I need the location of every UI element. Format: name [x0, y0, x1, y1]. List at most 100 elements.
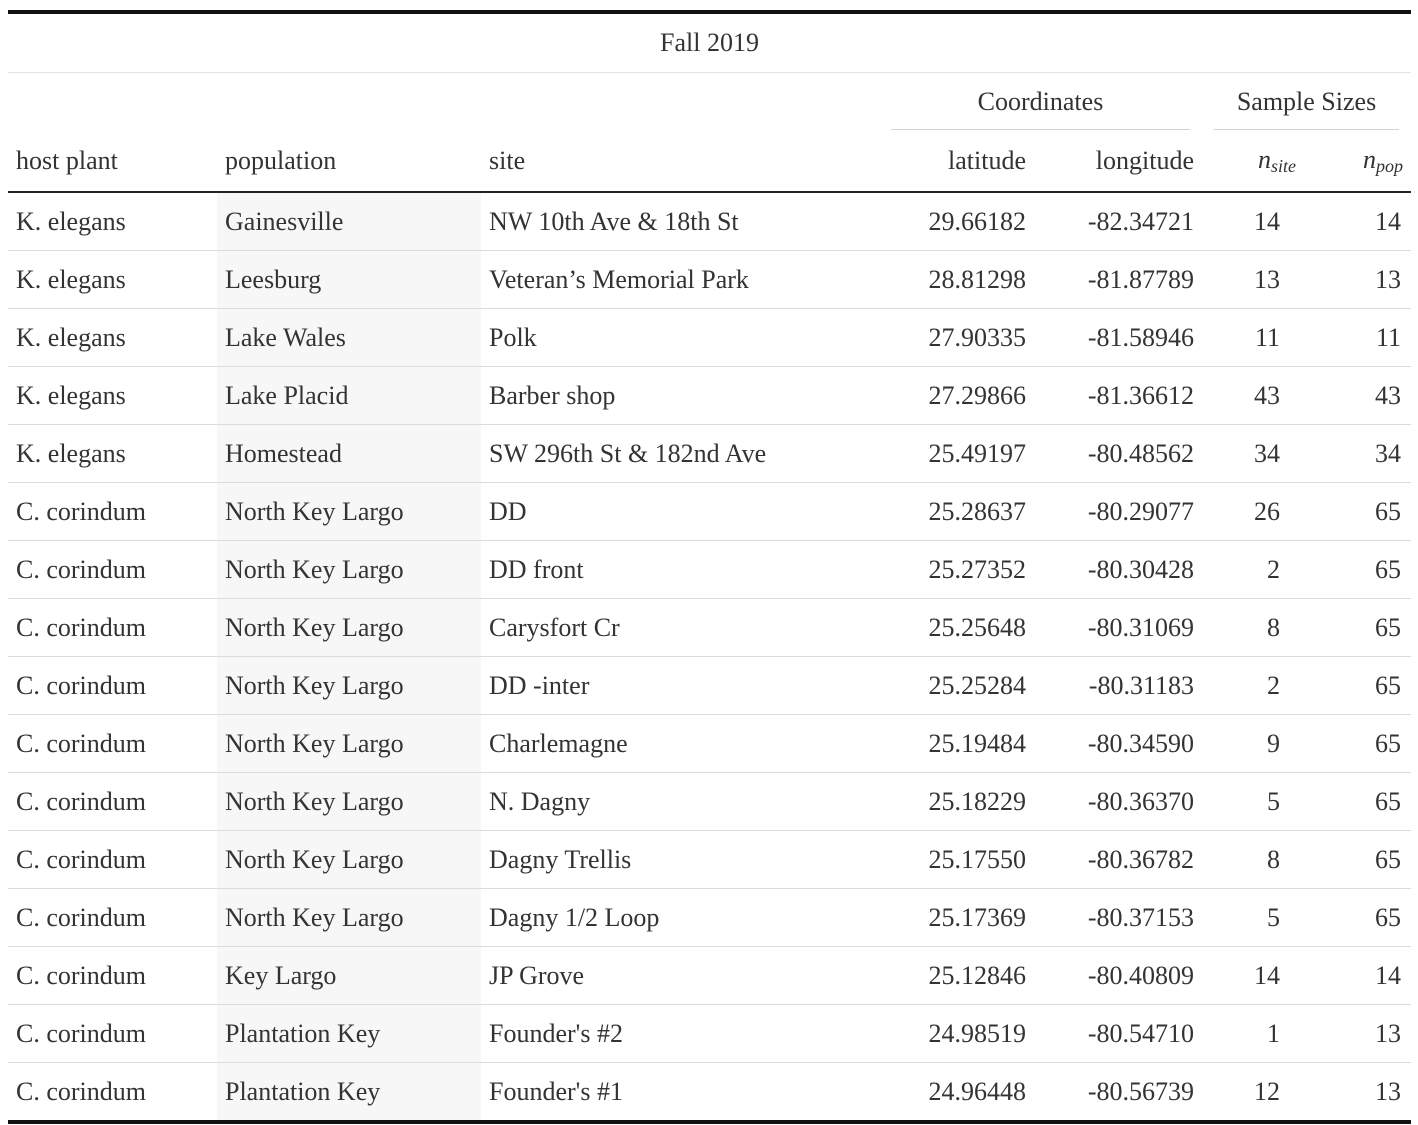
cell-latitude: 25.17369: [879, 888, 1034, 947]
table-row: C. corindum North Key Largo Carysfort Cr 25…: [8, 598, 1411, 657]
cell-population: North Key Largo: [217, 888, 481, 947]
cell-longitude: -80.56739: [1034, 1062, 1202, 1122]
cell-longitude: -80.34590: [1034, 714, 1202, 773]
cell-n-site: 2: [1202, 540, 1304, 599]
cell-population: Gainesville: [217, 192, 481, 251]
cell-latitude: 29.66182: [928, 206, 1027, 236]
cell-n-site: 1: [1202, 1004, 1304, 1063]
cell-site: N. Dagny: [481, 772, 879, 831]
table-body: K. elegans Gainesville NW 10th Ave & 18th …: [8, 192, 1411, 1122]
cell-n-site: 12: [1202, 1062, 1304, 1122]
cell-n-pop: 13: [1304, 1004, 1411, 1063]
cell-latitude: 25.17550: [879, 830, 1034, 889]
cell-latitude: 24.98519: [879, 1004, 1034, 1063]
table-row: C. corindum North Key Largo Dagny 1/2 Loop…: [8, 888, 1411, 947]
column-header-row: host plant population site latitude long…: [8, 131, 1411, 193]
cell-site: Dagny Trellis: [481, 830, 879, 889]
cell-latitude: 25.25284: [879, 656, 1034, 715]
cell-latitude: 25.18229: [879, 772, 1034, 831]
table-row: C. corindum North Key Largo DD 25.28637 -80.…: [8, 482, 1411, 541]
table-row: C. corindum Key Largo JP Grove 25.12846 -80.…: [8, 946, 1411, 1005]
cell-host-plant: K. elegans: [8, 424, 217, 483]
cell-site: Founder's #2: [481, 1004, 879, 1063]
cell-n-pop: 14: [1375, 206, 1401, 236]
cell-n-site: 14: [1254, 206, 1280, 236]
cell-longitude: -80.29077: [1034, 482, 1202, 541]
cell-site: NW 10th Ave & 18th St: [489, 206, 739, 236]
cell-latitude: 25.25648: [879, 598, 1034, 657]
cell-site: DD -inter: [481, 656, 879, 715]
cell-longitude: -81.87789: [1034, 250, 1202, 309]
table-title-row: Fall 2019: [8, 12, 1411, 73]
cell-n-site: 2: [1202, 656, 1304, 715]
table-row: C. corindum Plantation Key Founder's #2 24.…: [8, 1004, 1411, 1063]
cell-population: North Key Largo: [217, 656, 481, 715]
column-header-latitude: latitude: [879, 131, 1034, 193]
cell-n-pop: 43: [1304, 366, 1411, 425]
column-header-n-site: nsite: [1202, 131, 1304, 193]
cell-n-pop: 34: [1304, 424, 1411, 483]
column-header-site: site: [481, 131, 879, 193]
cell-n-pop: 65: [1304, 598, 1411, 657]
cell-population: Key Largo: [217, 946, 481, 1005]
spanner-sample-sizes: Sample Sizes: [1202, 73, 1411, 132]
cell-n-site: 9: [1202, 714, 1304, 773]
column-header-host-plant: host plant: [8, 131, 217, 193]
table-row: C. corindum North Key Largo Charlemagne 25.…: [8, 714, 1411, 773]
table-row: C. corindum North Key Largo N. Dagny 25.182…: [8, 772, 1411, 831]
cell-population: Plantation Key: [217, 1004, 481, 1063]
cell-n-site: 11: [1202, 308, 1304, 367]
cell-longitude: -80.54710: [1034, 1004, 1202, 1063]
cell-n-pop: 13: [1304, 250, 1411, 309]
cell-longitude: -80.31069: [1034, 598, 1202, 657]
cell-site: JP Grove: [481, 946, 879, 1005]
cell-site: Barber shop: [481, 366, 879, 425]
cell-n-site: 43: [1202, 366, 1304, 425]
cell-host-plant: C. corindum: [8, 656, 217, 715]
cell-population: North Key Largo: [217, 482, 481, 541]
table-title: Fall 2019: [8, 12, 1411, 73]
table-row: K. elegans Lake Placid Barber shop 27.29866…: [8, 366, 1411, 425]
cell-n-site: 14: [1202, 946, 1304, 1005]
cell-longitude: -81.36612: [1034, 366, 1202, 425]
cell-longitude: -80.40809: [1034, 946, 1202, 1005]
cell-site: SW 296th St & 182nd Ave: [481, 424, 879, 483]
table-row: C. corindum North Key Largo Dagny Trellis 2…: [8, 830, 1411, 889]
cell-latitude: 27.90335: [879, 308, 1034, 367]
column-header-n-pop: npop: [1304, 131, 1411, 193]
cell-n-pop: 65: [1304, 540, 1411, 599]
table-row: K. elegans Gainesville NW 10th Ave & 18th …: [8, 192, 1411, 251]
cell-longitude: -80.31183: [1034, 656, 1202, 715]
cell-population: North Key Largo: [217, 714, 481, 773]
cell-n-pop: 13: [1304, 1062, 1411, 1122]
column-header-longitude: longitude: [1034, 131, 1202, 193]
cell-population: North Key Largo: [217, 830, 481, 889]
cell-n-site: 5: [1202, 888, 1304, 947]
cell-population: Plantation Key: [217, 1062, 481, 1122]
cell-population: North Key Largo: [217, 772, 481, 831]
cell-longitude: -80.36370: [1034, 772, 1202, 831]
cell-n-pop: 65: [1304, 830, 1411, 889]
cell-site: Founder's #1: [481, 1062, 879, 1122]
table-row: K. elegans Homestead SW 296th St & 182nd A…: [8, 424, 1411, 483]
cell-host-plant: K. elegans: [8, 308, 217, 367]
cell-site: DD front: [481, 540, 879, 599]
column-header-population: population: [217, 131, 481, 193]
cell-longitude: -82.34721: [1087, 206, 1194, 236]
cell-n-pop: 11: [1304, 308, 1411, 367]
cell-host-plant: C. corindum: [8, 1062, 217, 1122]
cell-host-plant: C. corindum: [8, 946, 217, 1005]
table-row: K. elegans Leesburg Veteran’s Memorial Par…: [8, 250, 1411, 309]
cell-population: Lake Wales: [217, 308, 481, 367]
cell-host-plant: K. elegans: [8, 250, 217, 309]
cell-site: Veteran’s Memorial Park: [481, 250, 879, 309]
cell-longitude: -80.30428: [1034, 540, 1202, 599]
cell-longitude: -80.37153: [1034, 888, 1202, 947]
cell-site: Dagny 1/2 Loop: [481, 888, 879, 947]
cell-host-plant: C. corindum: [8, 1004, 217, 1063]
cell-n-pop: 65: [1304, 714, 1411, 773]
cell-latitude: 24.96448: [879, 1062, 1034, 1122]
cell-population: Homestead: [217, 424, 481, 483]
cell-host-plant: C. corindum: [8, 830, 217, 889]
cell-n-pop: 65: [1304, 482, 1411, 541]
